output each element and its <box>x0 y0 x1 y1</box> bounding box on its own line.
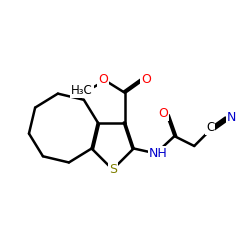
Text: O: O <box>158 108 168 120</box>
Text: C: C <box>206 121 214 134</box>
Text: N: N <box>226 111 236 124</box>
Text: S: S <box>109 163 117 176</box>
Text: NH: NH <box>149 147 168 160</box>
Text: H₃C: H₃C <box>71 84 92 97</box>
Text: O: O <box>141 73 151 86</box>
Text: O: O <box>98 73 108 86</box>
